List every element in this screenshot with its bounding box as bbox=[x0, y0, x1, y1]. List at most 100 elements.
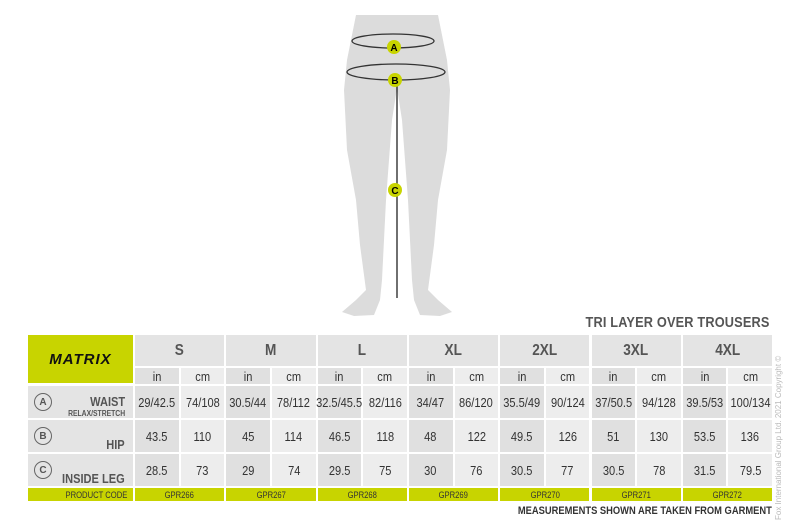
value-in: 31.5 bbox=[682, 454, 727, 486]
value-in-text: 29/42.5 bbox=[138, 394, 176, 410]
value-cm-text: 114 bbox=[284, 428, 303, 444]
value-cm: 118 bbox=[363, 420, 407, 452]
value-cm: 122 bbox=[454, 420, 499, 452]
unit-in: in bbox=[591, 368, 636, 384]
size-header: L bbox=[317, 335, 407, 366]
value-cm-text: 118 bbox=[376, 428, 394, 444]
value-in: 39.5/53 bbox=[682, 386, 727, 418]
value-cm: 74/108 bbox=[180, 386, 225, 418]
unit-in: in bbox=[408, 368, 453, 384]
brand-logo-text: MATRIX bbox=[49, 350, 112, 368]
value-in: 29/42.5 bbox=[135, 386, 179, 418]
value-in-text: 48 bbox=[424, 428, 437, 444]
product-code: GPR269 bbox=[408, 488, 499, 501]
value-in-text: 31.5 bbox=[693, 462, 716, 478]
value-cm-text: 126 bbox=[558, 428, 577, 444]
unit-in-text: in bbox=[700, 368, 709, 384]
value-cm: 73 bbox=[180, 454, 225, 486]
product-code-text: GPR271 bbox=[621, 489, 651, 500]
size-header: S bbox=[135, 335, 225, 366]
value-cm-text: 76 bbox=[470, 462, 483, 478]
value-cm-text: 90/124 bbox=[550, 394, 585, 410]
unit-cm: cm bbox=[545, 368, 590, 384]
unit-cm: cm bbox=[454, 368, 499, 384]
marker-c-icon: C bbox=[34, 461, 52, 479]
value-in-text: 30 bbox=[424, 462, 437, 478]
value-in-text: 29 bbox=[241, 462, 255, 478]
value-in-text: 29.5 bbox=[328, 462, 351, 478]
unit-cm-text: cm bbox=[195, 368, 210, 384]
value-cm: 79.5 bbox=[728, 454, 773, 486]
product-code-text: GPR272 bbox=[712, 489, 743, 500]
svg-text:A: A bbox=[390, 43, 397, 54]
value-in: 49.5 bbox=[500, 420, 544, 452]
value-cm: 76 bbox=[454, 454, 499, 486]
value-in: 43.5 bbox=[135, 420, 179, 452]
value-in-text: 30.5 bbox=[511, 462, 533, 478]
value-in-text: 45 bbox=[241, 428, 255, 444]
value-in-text: 28.5 bbox=[146, 462, 168, 478]
value-in-text: 35.5/49 bbox=[503, 394, 541, 410]
value-in-text: 49.5 bbox=[511, 428, 533, 444]
unit-cm: cm bbox=[728, 368, 773, 384]
size-header-text: XL bbox=[444, 341, 463, 359]
value-in-text: 39.5/53 bbox=[686, 394, 724, 410]
value-cm-text: 86/120 bbox=[459, 394, 494, 410]
value-cm-text: 130 bbox=[649, 428, 669, 444]
value-in: 29.5 bbox=[317, 454, 362, 486]
value-cm-text: 94/128 bbox=[642, 394, 676, 410]
unit-in-text: in bbox=[426, 368, 436, 384]
unit-in-text: in bbox=[243, 368, 253, 384]
product-code-text: GPR269 bbox=[438, 489, 469, 500]
value-cm: 78 bbox=[637, 454, 681, 486]
row-label-text: HIP bbox=[106, 437, 125, 452]
unit-cm-text: cm bbox=[742, 368, 758, 384]
value-cm-text: 82/116 bbox=[368, 394, 402, 410]
value-in-text: 37/50.5 bbox=[594, 394, 632, 410]
unit-cm-text: cm bbox=[560, 368, 576, 384]
unit-in-text: in bbox=[335, 368, 344, 384]
value-cm-text: 74 bbox=[287, 462, 300, 478]
value-cm-text: 77 bbox=[561, 462, 574, 478]
size-header-text: S bbox=[175, 341, 185, 359]
value-cm: 82/116 bbox=[363, 386, 407, 418]
unit-cm: cm bbox=[271, 368, 316, 384]
product-code: GPR266 bbox=[135, 488, 225, 501]
product-code-text: GPR270 bbox=[530, 489, 560, 500]
copyright: Fox International Group Ltd. 2021 Copyri… bbox=[774, 355, 783, 520]
product-code-text: GPR266 bbox=[164, 489, 195, 500]
unit-cm: cm bbox=[180, 368, 225, 384]
legs-figure: A B C bbox=[342, 15, 452, 316]
value-in: 28.5 bbox=[135, 454, 179, 486]
value-in: 53.5 bbox=[682, 420, 727, 452]
value-in-text: 43.5 bbox=[146, 428, 168, 444]
value-cm-text: 136 bbox=[741, 428, 760, 444]
value-cm-text: 122 bbox=[467, 428, 486, 444]
product-code-label: PRODUCT CODE bbox=[28, 488, 133, 501]
product-code: GPR271 bbox=[591, 488, 681, 501]
unit-in: in bbox=[226, 368, 270, 384]
value-in: 29 bbox=[226, 454, 270, 486]
value-cm: 90/124 bbox=[545, 386, 590, 418]
size-header-text: M bbox=[265, 341, 277, 359]
value-in-text: 53.5 bbox=[693, 428, 716, 444]
value-cm: 75 bbox=[363, 454, 407, 486]
value-cm-text: 74/108 bbox=[185, 394, 220, 410]
unit-in-text: in bbox=[609, 368, 618, 384]
brand-logo: MATRIX bbox=[28, 335, 133, 383]
product-code: GPR268 bbox=[317, 488, 407, 501]
size-header: 4XL bbox=[682, 335, 773, 366]
value-cm: 130 bbox=[637, 420, 681, 452]
row-sublabel: RELAX/STRETCH bbox=[67, 409, 125, 418]
unit-in: in bbox=[135, 368, 179, 384]
product-code: GPR267 bbox=[226, 488, 316, 501]
size-header: 2XL bbox=[500, 335, 590, 366]
product-code-text: GPR267 bbox=[256, 489, 286, 500]
unit-cm: cm bbox=[637, 368, 681, 384]
value-in-text: 46.5 bbox=[328, 428, 351, 444]
value-cm: 100/134 bbox=[728, 386, 773, 418]
value-cm-text: 100/134 bbox=[730, 394, 771, 410]
unit-cm-text: cm bbox=[377, 368, 393, 384]
value-in: 45 bbox=[226, 420, 270, 452]
